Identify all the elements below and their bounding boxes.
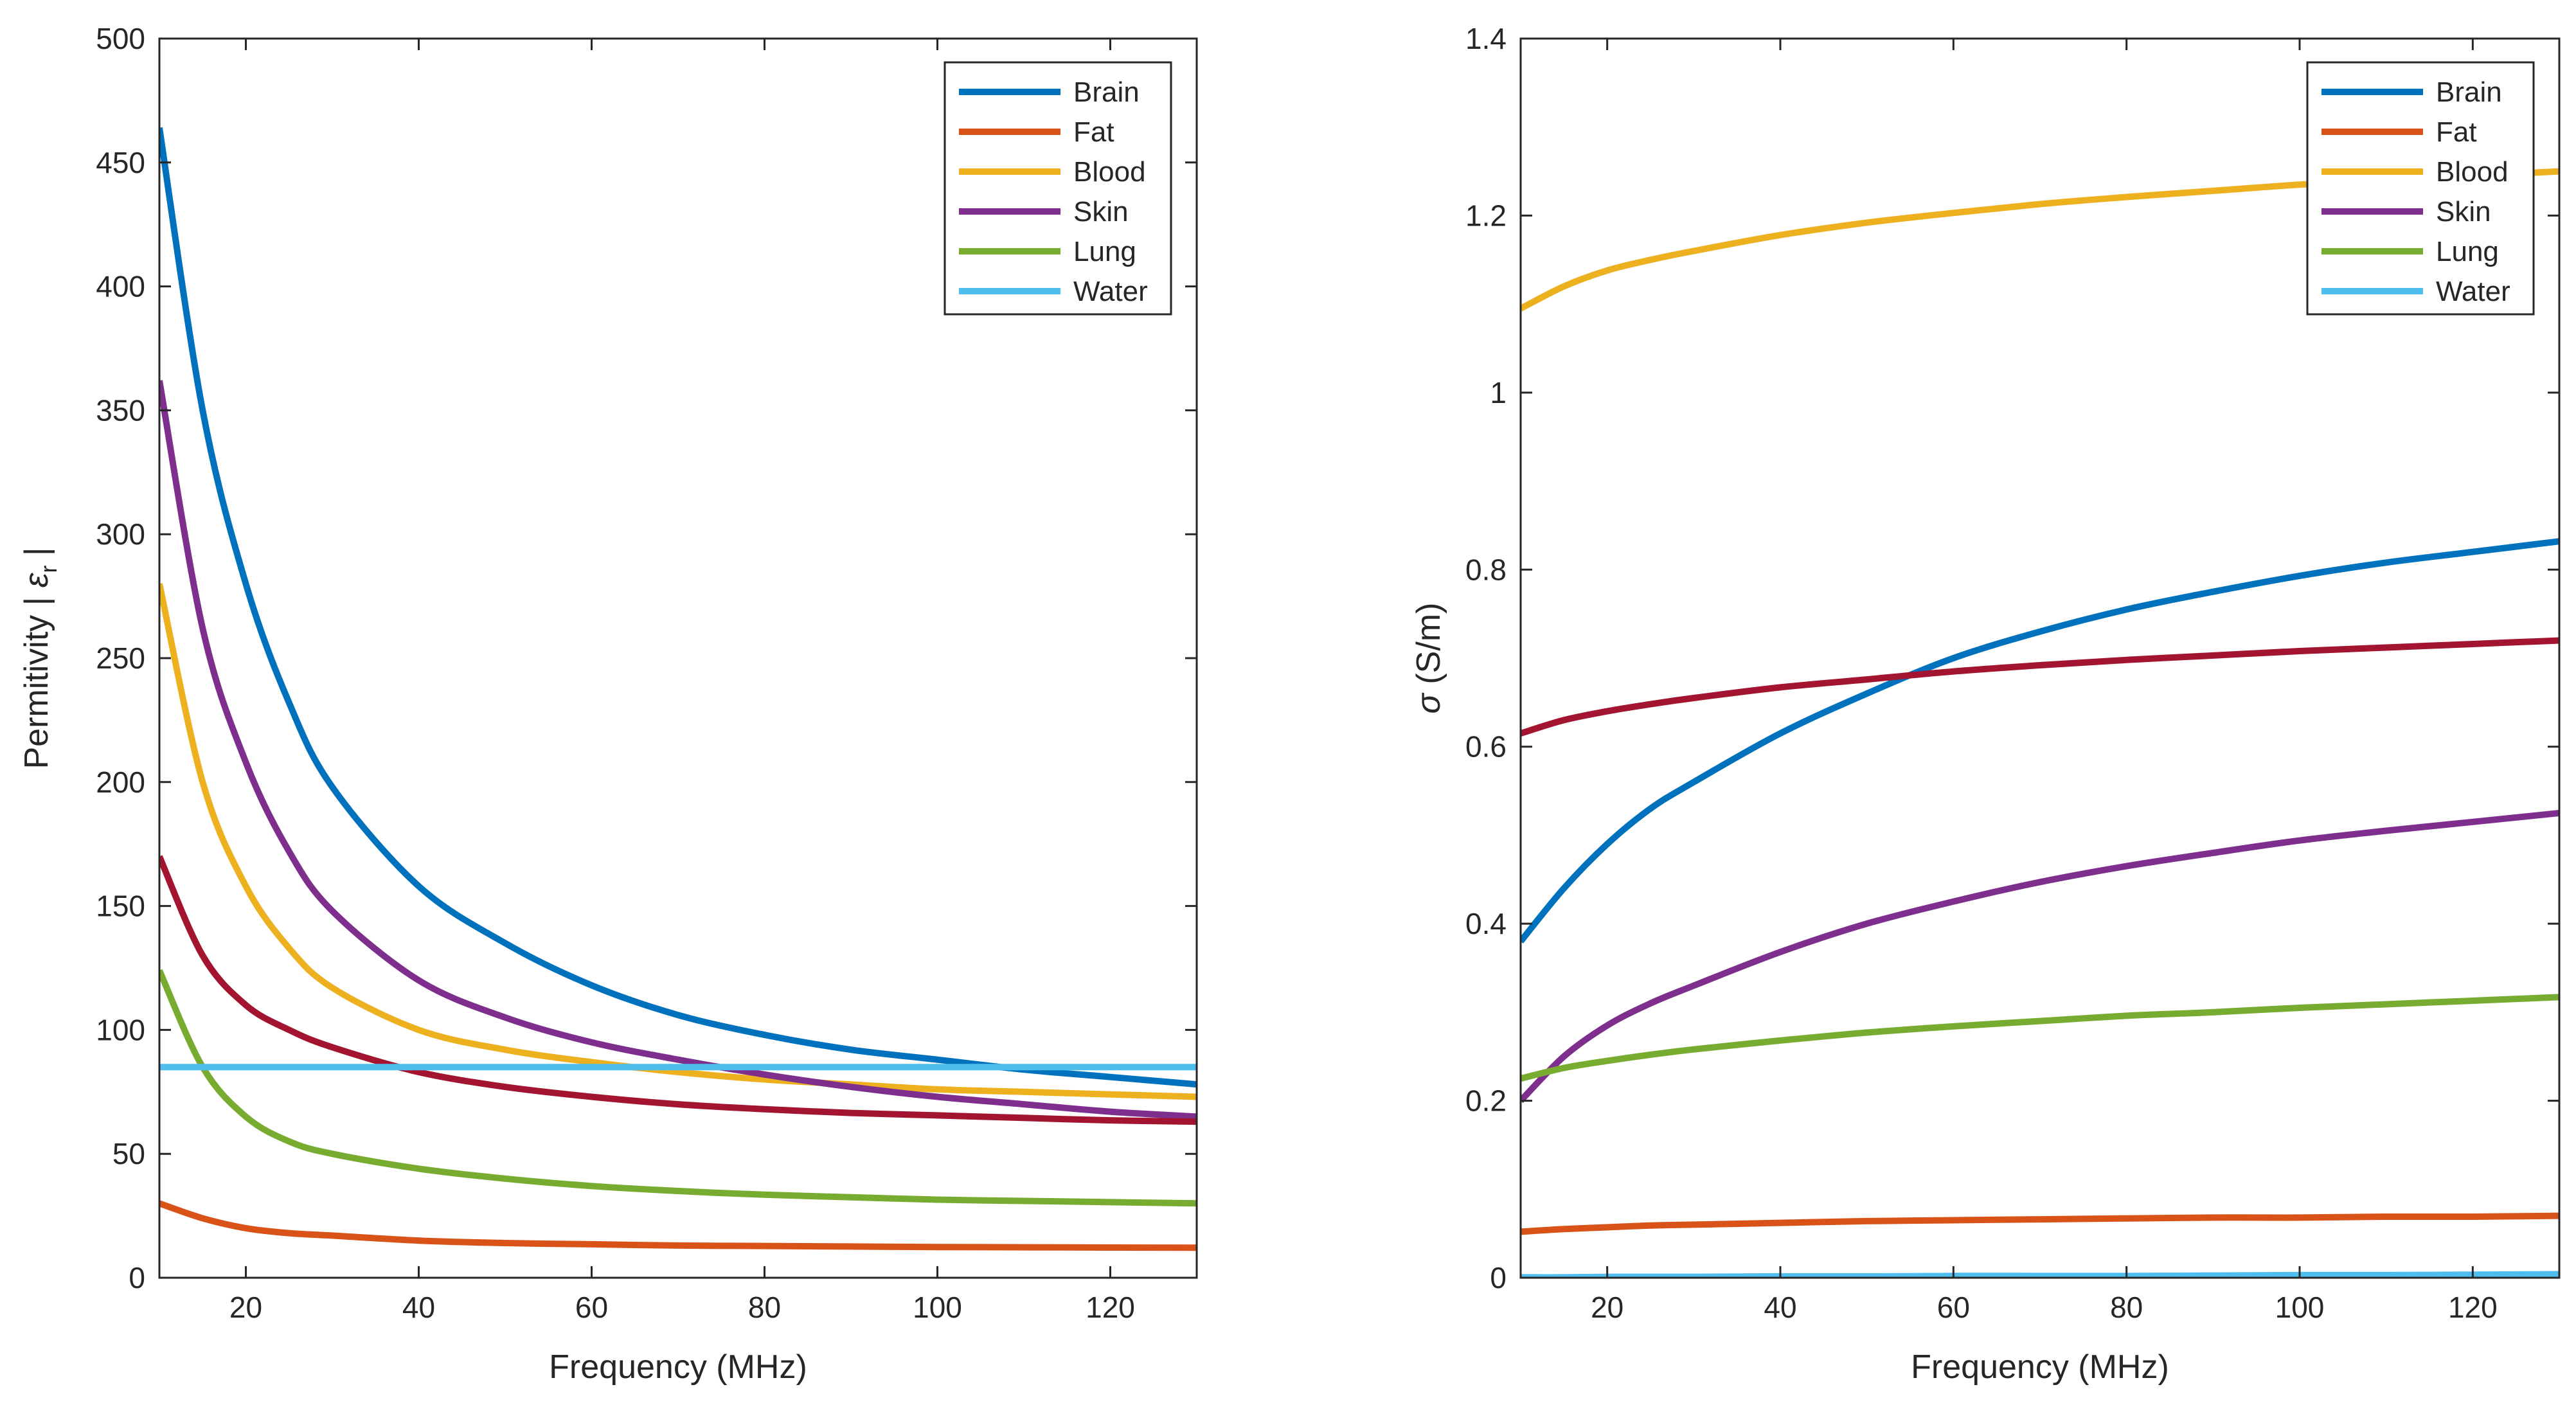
permittivity-line-blood [159,583,1197,1100]
conductivity-line-fat [1521,1212,2559,1235]
permittivity-x-tick-label: 20 [229,1291,262,1324]
permittivity-legend-label-lung: Lung [1073,236,1136,267]
conductivity-y-axis-label: σ (S/m) [1410,603,1447,714]
permittivity-legend-label-fat: Fat [1073,116,1114,148]
conductivity-x-tick-label: 60 [1937,1291,1970,1324]
permittivity-x-tick-label: 100 [913,1291,962,1324]
conductivity-x-tick-label: 100 [2275,1291,2325,1324]
conductivity-y-tick-label: 0 [1490,1261,1507,1294]
permittivity-legend-label-water: Water [1073,276,1148,307]
conductivity-line-skin [1521,810,2559,1104]
conductivity-axes-box [1519,37,2561,1279]
conductivity-x-tick-label: 120 [2448,1291,2498,1324]
permittivity-y-tick-label: 150 [96,890,145,923]
permittivity-x-tick-label: 40 [402,1291,435,1324]
permittivity-legend-label-brain: Brain [1073,76,1140,108]
permittivity-legend: Brain Fat Blood Skin Lung Water [944,61,1172,316]
conductivity-y-tick-label: 1.2 [1465,199,1507,232]
conductivity-y-tick-label: 1 [1490,376,1507,409]
conductivity-chart: 20 40 60 80 100 120 0 0.2 0.4 0.6 0.8 1 1.2 1.4 Freque… [1410,22,2561,1386]
conductivity-legend-label-water: Water [2436,276,2510,307]
conductivity-y-tick-label: 0.8 [1465,553,1507,586]
conductivity-y-tick-label: 0.4 [1465,907,1507,940]
permittivity-line-skin [159,380,1197,1120]
conductivity-series [1521,168,2559,1278]
conductivity-legend-label-fat: Fat [2436,116,2477,148]
permittivity-chart: 20 40 60 80 100 120 0 50 100 150 200 250 300 350 400 45… [18,22,1198,1386]
conductivity-legend-label-lung: Lung [2436,236,2499,267]
permittivity-y-tick-label: 500 [96,22,145,55]
conductivity-legend-label-skin: Skin [2436,196,2491,228]
conductivity-x-tick-label: 40 [1764,1291,1796,1324]
conductivity-y-tick-label: 0.6 [1465,730,1507,764]
conductivity-line-brain [1521,538,2559,944]
permittivity-y-tick-label: 300 [96,517,145,551]
permittivity-legend-label-skin: Skin [1073,196,1129,228]
conductivity-y-tick-label: 1.4 [1465,22,1507,55]
conductivity-line-lung [1521,994,2559,1082]
permittivity-line-brain [159,127,1197,1088]
permittivity-y-tick-label: 0 [129,1261,145,1294]
permittivity-y-tick-label: 100 [96,1013,145,1046]
permittivity-legend-box [944,61,1172,316]
permittivity-x-tick-label: 80 [748,1291,781,1324]
conductivity-legend-label-blood: Blood [2436,156,2509,188]
permittivity-x-axis-label: Frequency (MHz) [549,1348,807,1386]
permittivity-y-tick-label: 200 [96,765,145,799]
permittivity-x-tick-label: 120 [1086,1291,1135,1324]
permittivity-y-axis-label: Permitivity | εr | [18,547,62,769]
permittivity-legend-label-blood: Blood [1073,156,1146,188]
conductivity-x-tick-label: 20 [1591,1291,1623,1324]
conductivity-x-tick-label: 80 [2110,1291,2143,1324]
conductivity-legend-label-brain: Brain [2436,76,2502,108]
conductivity-x-axis-label: Frequency (MHz) [1911,1348,2169,1386]
permittivity-x-tick-label: 60 [575,1291,608,1324]
conductivity-legend: Brain Fat Blood Skin Lung Water [2306,61,2535,316]
permittivity-y-tick-label: 50 [112,1137,145,1170]
permittivity-series [159,127,1197,1251]
conductivity-y-tick-label: 0.2 [1465,1084,1507,1118]
permittivity-y-tick-label: 400 [96,270,145,303]
permittivity-y-tick-label: 350 [96,393,145,427]
permittivity-line-unlabeled [159,855,1197,1125]
permittivity-y-tick-label: 250 [96,641,145,675]
conductivity-legend-box [2306,61,2535,316]
permittivity-y-tick-label: 450 [96,146,145,179]
conductivity-line-unlabeled [1521,637,2559,737]
permittivity-line-lung [159,969,1197,1207]
permittivity-line-fat [159,1200,1197,1251]
